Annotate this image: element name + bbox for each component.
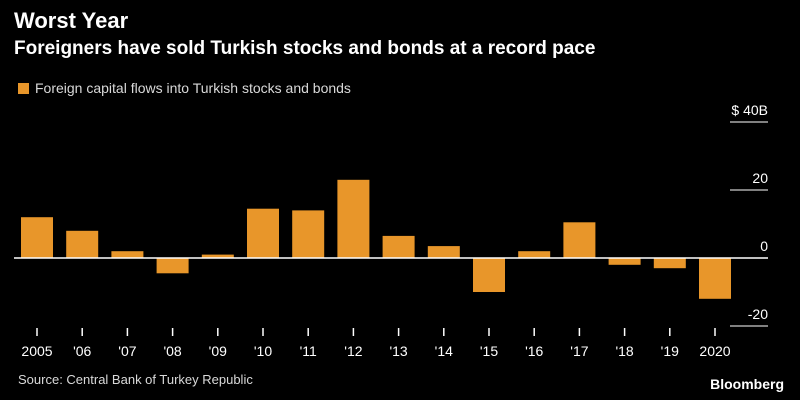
x-tick-label: '06 <box>73 343 91 359</box>
y-tick-label: 20 <box>752 170 768 186</box>
bar <box>21 217 53 258</box>
chart-subtitle: Foreigners have sold Turkish stocks and … <box>14 38 596 59</box>
x-tick-label: '19 <box>661 343 679 359</box>
bloomberg-logo: Bloomberg <box>710 376 784 392</box>
bar <box>563 222 596 258</box>
bar <box>247 208 279 258</box>
legend-label: Foreign capital flows into Turkish stock… <box>35 80 351 96</box>
bar <box>292 210 325 258</box>
source-note: Source: Central Bank of Turkey Republic <box>18 372 253 387</box>
legend: Foreign capital flows into Turkish stock… <box>18 80 351 96</box>
x-tick-label: '14 <box>435 343 453 359</box>
bar <box>201 254 234 258</box>
x-tick-label: '13 <box>389 343 407 359</box>
x-tick-label: '07 <box>118 343 136 359</box>
x-tick-label: '12 <box>344 343 362 359</box>
bar <box>518 251 551 258</box>
chart-title: Worst Year <box>14 8 129 33</box>
x-tick-label: '16 <box>525 343 543 359</box>
bar <box>608 258 641 265</box>
bar <box>699 258 731 299</box>
x-tick-label: '18 <box>615 343 633 359</box>
x-tick-label: '10 <box>254 343 272 359</box>
x-tick-label: 2005 <box>21 343 52 359</box>
bar <box>156 258 189 274</box>
bar <box>66 230 99 258</box>
x-tick-label: '08 <box>163 343 181 359</box>
bar <box>111 251 144 258</box>
bar <box>382 235 415 258</box>
y-tick-label: 0 <box>760 238 768 254</box>
bar <box>653 258 686 269</box>
x-tick-label: '15 <box>480 343 498 359</box>
bar <box>473 258 505 292</box>
x-tick-label: '09 <box>209 343 227 359</box>
y-tick-label: -20 <box>748 306 768 322</box>
y-tick-label: $ 40B <box>731 102 768 118</box>
x-tick-label: 2020 <box>699 343 730 359</box>
bar <box>337 179 370 258</box>
x-tick-label: '11 <box>300 343 317 359</box>
bar <box>427 246 460 258</box>
x-tick-label: '17 <box>570 343 588 359</box>
legend-swatch <box>18 82 29 94</box>
